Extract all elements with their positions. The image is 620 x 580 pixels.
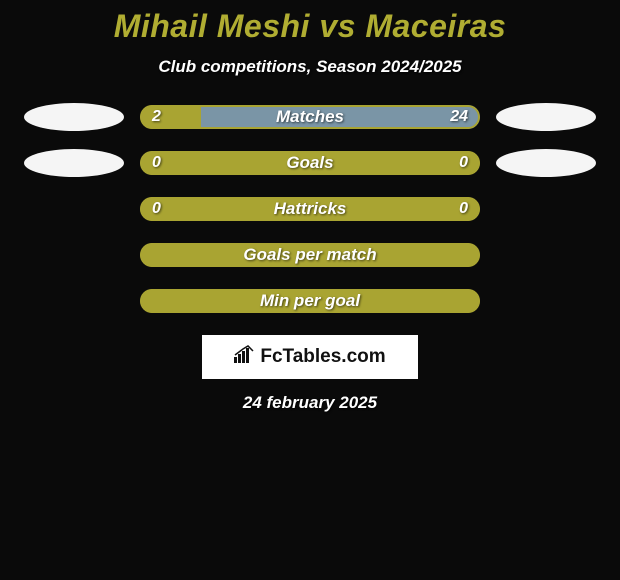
chart-icon	[234, 345, 256, 369]
comparison-infographic: Mihail Meshi vs Maceiras Club competitio…	[0, 0, 620, 413]
stat-row: 00Hattricks	[0, 197, 620, 221]
avatar-spacer	[490, 241, 590, 269]
logo: FcTables.com	[234, 345, 385, 369]
stat-row: 224Matches	[0, 105, 620, 129]
stat-bar: 224Matches	[140, 105, 480, 129]
logo-text: FcTables.com	[260, 346, 385, 368]
stat-bar: Min per goal	[140, 289, 480, 313]
stat-label: Goals	[140, 151, 480, 175]
stat-bar: 00Hattricks	[140, 197, 480, 221]
stat-label: Min per goal	[140, 289, 480, 313]
avatar-spacer	[30, 195, 130, 223]
stat-bar: 00Goals	[140, 151, 480, 175]
stat-label: Matches	[140, 105, 480, 129]
page-subtitle: Club competitions, Season 2024/2025	[0, 57, 620, 77]
stat-label: Hattricks	[140, 197, 480, 221]
avatar-spacer	[30, 287, 130, 315]
stat-rows: 224Matches 00Goals 00Hattricks Goals per ma…	[0, 105, 620, 313]
stat-label: Goals per match	[140, 243, 480, 267]
avatar-left	[24, 103, 124, 131]
date-line: 24 february 2025	[0, 393, 620, 413]
avatar-right	[496, 103, 596, 131]
stat-row: Min per goal	[0, 289, 620, 313]
stat-row: 00Goals	[0, 151, 620, 175]
stat-row: Goals per match	[0, 243, 620, 267]
page-title: Mihail Meshi vs Maceiras	[0, 8, 620, 45]
avatar-right	[496, 149, 596, 177]
avatar-spacer	[490, 287, 590, 315]
stat-bar: Goals per match	[140, 243, 480, 267]
logo-box: FcTables.com	[202, 335, 418, 379]
avatar-spacer	[30, 241, 130, 269]
avatar-left	[24, 149, 124, 177]
avatar-spacer	[490, 195, 590, 223]
